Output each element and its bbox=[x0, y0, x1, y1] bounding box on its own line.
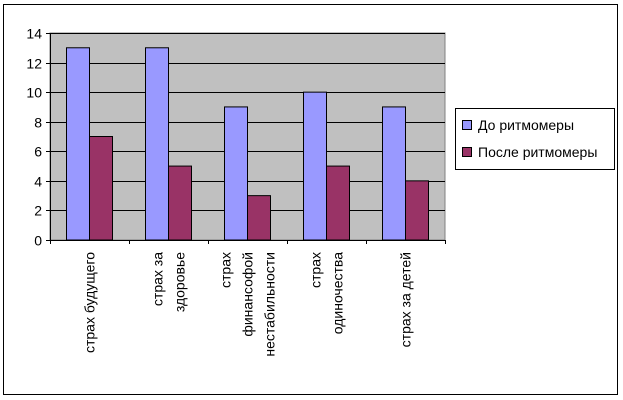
legend-swatch-series-1 bbox=[462, 120, 472, 130]
legend-item-series-2: После ритмомеры bbox=[462, 144, 597, 160]
x-tick-label-2: страх за здоровье bbox=[150, 252, 188, 312]
x-tick-label-4: страх одиночества bbox=[308, 252, 346, 334]
y-tick-label: 12 bbox=[26, 56, 42, 72]
legend-swatch-series-2 bbox=[462, 147, 472, 157]
y-tick-label: 10 bbox=[26, 85, 42, 101]
x-tick-label-line: нестабильности bbox=[262, 252, 278, 357]
bar-2-2 bbox=[168, 165, 192, 241]
x-tick-label-line: финансофой bbox=[240, 252, 256, 337]
axis-labels: 0 2 4 6 8 10 12 14 страх будущего страх за здоровь… bbox=[26, 26, 413, 357]
y-tick-label: 14 bbox=[26, 26, 42, 42]
legend: До ритмомеры После ритмомеры bbox=[455, 108, 615, 170]
y-tick-label: 6 bbox=[34, 144, 42, 160]
bar-1-3 bbox=[224, 106, 248, 241]
x-tick-label-line: страх bbox=[308, 252, 324, 288]
x-tick-label-line: здоровье bbox=[172, 252, 188, 312]
y-tick-label: 0 bbox=[34, 233, 42, 249]
x-tick-label-line: одиночества bbox=[330, 252, 346, 334]
bar-2-5 bbox=[405, 180, 429, 241]
x-tick-label-1: страх будущего bbox=[82, 252, 98, 353]
y-tick-label: 4 bbox=[34, 174, 42, 190]
bar-1-4 bbox=[303, 91, 327, 241]
bar-1-2 bbox=[145, 47, 169, 241]
bar-2-3 bbox=[247, 195, 271, 241]
legend-item-series-1: До ритмомеры bbox=[462, 117, 574, 133]
bars bbox=[66, 47, 429, 241]
bar-1-1 bbox=[66, 47, 90, 241]
x-tick-label-line: страх за bbox=[150, 252, 166, 306]
legend-label-series-2: После ритмомеры bbox=[478, 144, 598, 160]
axes bbox=[46, 33, 446, 244]
legend-label-series-1: До ритмомеры bbox=[478, 117, 575, 133]
y-tick-label: 2 bbox=[34, 203, 42, 219]
bar-1-5 bbox=[382, 106, 406, 241]
x-tick-label-3: страх финансофой нестабильности bbox=[218, 252, 278, 357]
x-tick-label-line: страх за детей bbox=[398, 252, 414, 347]
x-tick-label-line: страх bbox=[218, 252, 234, 288]
bar-2-4 bbox=[326, 165, 350, 241]
x-tick-label-5: страх за детей bbox=[398, 252, 414, 347]
bar-2-1 bbox=[89, 136, 113, 241]
x-tick-label-line: страх будущего bbox=[82, 252, 98, 353]
y-tick-label: 8 bbox=[34, 115, 42, 131]
